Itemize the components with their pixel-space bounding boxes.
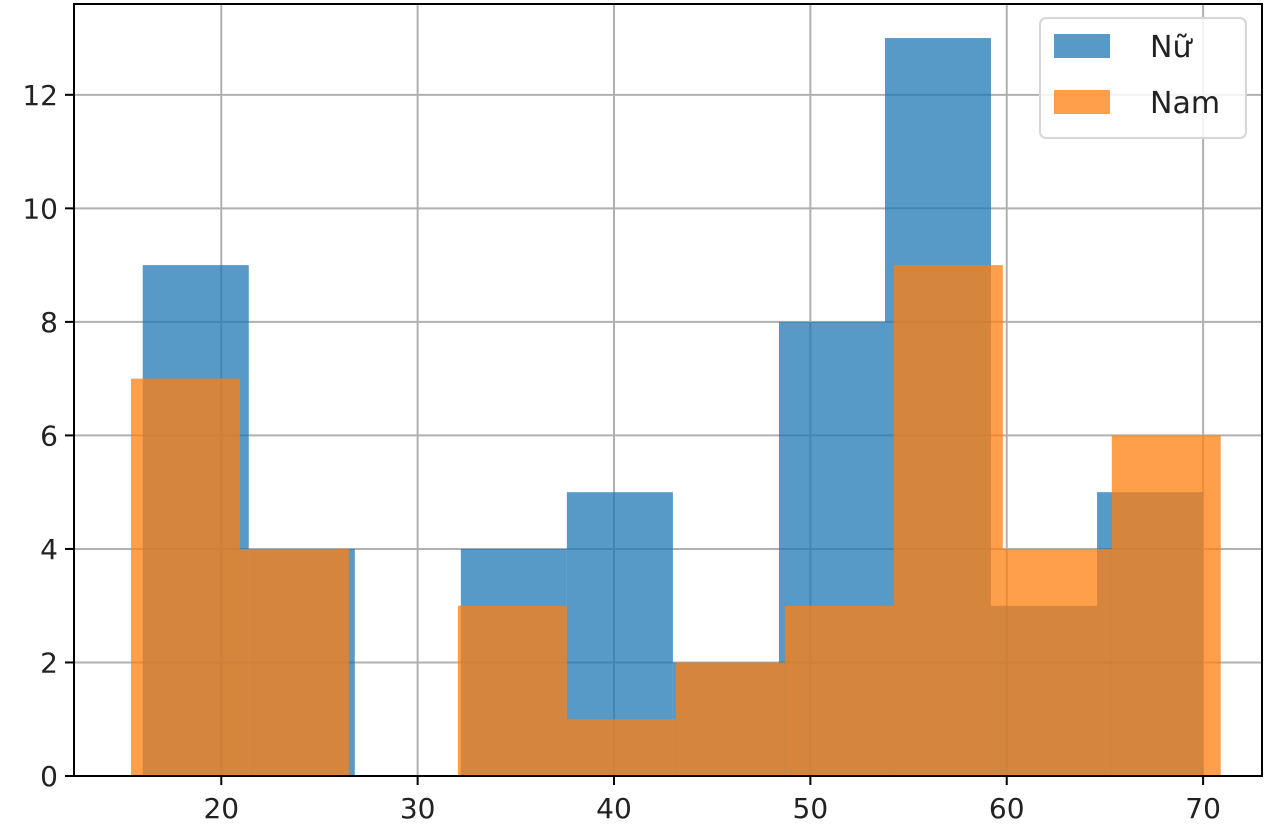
bar-nam-bin-6 [784, 605, 894, 776]
y-tick-label: 10 [22, 192, 58, 225]
legend: Nữ Nam [1039, 17, 1247, 139]
bar-nam-bin-7 [893, 265, 1003, 776]
histogram-bars [130, 38, 1221, 776]
x-tick-label: 50 [793, 792, 829, 825]
y-tick-label: 6 [40, 419, 58, 452]
legend-swatch [1054, 90, 1110, 114]
x-tick-label: 40 [596, 792, 632, 825]
bar-nam-bin-3 [457, 605, 567, 776]
bar-nam-bin-0 [130, 378, 240, 776]
bar-nam-bin-9 [1111, 435, 1221, 776]
x-tick-label: 30 [400, 792, 436, 825]
x-tick-label: 20 [203, 792, 239, 825]
y-tick-label: 8 [40, 306, 58, 339]
legend-label: Nữ [1150, 30, 1193, 65]
x-tick-label: 60 [989, 792, 1025, 825]
bar-nam-bin-4 [566, 719, 676, 776]
plot-frame [73, 3, 1263, 777]
y-tick-label: 12 [22, 79, 58, 112]
legend-label: Nam [1150, 86, 1220, 121]
bar-nam-bin-8 [1002, 548, 1112, 776]
y-tick-label: 0 [40, 760, 58, 793]
x-tick-label: 70 [1185, 792, 1221, 825]
axis-ticks: 20 30 40 50 60 70 0 2 4 6 8 10 12 [22, 79, 1221, 825]
y-tick-label: 4 [40, 533, 58, 566]
y-tick-label: 2 [40, 646, 58, 679]
bar-nam-bin-1 [239, 548, 349, 776]
legend-swatch [1054, 34, 1110, 58]
bar-nam-bin-5 [675, 662, 785, 776]
